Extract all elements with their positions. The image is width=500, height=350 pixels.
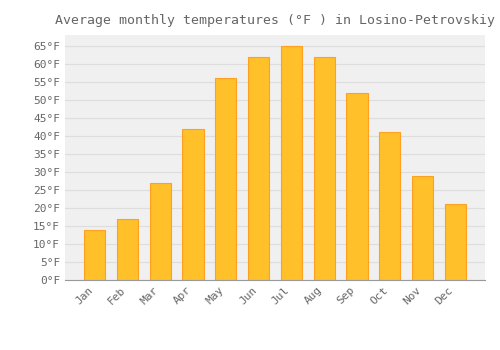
Bar (117, 219, 138, 280)
Bar (84, 230, 106, 280)
Bar (412, 175, 433, 280)
Bar (314, 57, 335, 280)
Title: Average monthly temperatures (°F ) in Losino-Petrovskiy: Average monthly temperatures (°F ) in Lo… (55, 14, 495, 27)
Bar (444, 204, 466, 280)
Bar (248, 57, 270, 280)
Bar (150, 183, 171, 280)
Bar (379, 132, 400, 280)
Bar (215, 78, 236, 280)
Bar (346, 93, 368, 280)
Bar (280, 46, 302, 280)
Bar (182, 129, 204, 280)
